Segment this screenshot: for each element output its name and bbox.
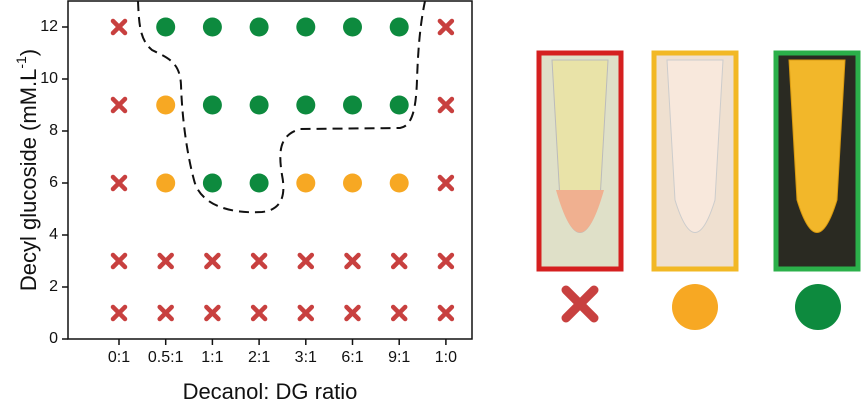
- y-tick-label: 10: [40, 70, 58, 87]
- circle-point: [343, 17, 362, 37]
- cross-point: [110, 174, 128, 192]
- circle-point: [296, 95, 316, 115]
- tube: [788, 59, 846, 233]
- x-tick-label: 0.5:1: [148, 349, 184, 366]
- cross-point: [110, 96, 128, 114]
- cross-point: [250, 252, 268, 270]
- cross-point: [297, 304, 315, 322]
- cross-point: [390, 252, 408, 270]
- cross-point: [437, 174, 455, 192]
- cross-point: [437, 304, 455, 322]
- circle-point: [156, 17, 176, 37]
- plot-frame: [67, 0, 473, 340]
- circle-point: [343, 173, 362, 193]
- y-tick-label: 0: [49, 330, 58, 347]
- cross-point: [157, 252, 174, 270]
- x-tick-label: 1:0: [435, 349, 457, 366]
- cross-point: [204, 304, 221, 322]
- cross-point: [297, 252, 315, 270]
- y-axis-label: Decyl glucoside (mM.L-1): [13, 49, 41, 291]
- cross-point: [110, 18, 128, 36]
- circle-point: [389, 17, 409, 37]
- tube-sediment: [556, 190, 604, 233]
- y-tick-label: 2: [49, 278, 58, 295]
- x-tick-label: 2:1: [248, 349, 270, 366]
- legend-orange-circle: [672, 284, 718, 330]
- cross-point: [437, 96, 455, 114]
- tube: [666, 59, 724, 233]
- circle-point: [249, 17, 269, 37]
- y-tick-label: 6: [49, 174, 58, 191]
- circle-point: [389, 95, 409, 115]
- x-tick-label: 0:1: [108, 349, 130, 366]
- circle-point: [202, 95, 222, 115]
- x-axis-label: Decanol: DG ratio: [183, 379, 358, 404]
- y-axis-label-sup: -1: [13, 56, 29, 69]
- cross-point: [204, 252, 221, 270]
- y-tick-label: 4: [49, 226, 58, 243]
- cross-point: [437, 252, 455, 270]
- x-tick-label: 1:1: [201, 349, 223, 366]
- circle-point: [389, 173, 409, 193]
- legend-green-circle: [795, 284, 841, 330]
- y-axis-label-main: Decyl glucoside (mM.L: [16, 69, 41, 292]
- y-axis-label-end: ): [16, 49, 41, 56]
- cross-point: [250, 304, 268, 322]
- cross-point: [344, 304, 361, 322]
- legend-cross: [561, 285, 599, 323]
- circle-point: [202, 17, 222, 37]
- circle-point: [249, 173, 269, 193]
- cross-point: [110, 304, 128, 322]
- y-tick-label: 12: [40, 18, 58, 35]
- circle-point: [296, 173, 316, 193]
- circle-point: [296, 17, 316, 37]
- cross-point: [390, 304, 408, 322]
- boundary-line: [137, 0, 426, 214]
- circle-point: [156, 173, 176, 193]
- cross-point: [344, 252, 361, 270]
- y-tick-label: 8: [49, 122, 58, 139]
- circle-point: [202, 173, 222, 193]
- cross-point: [110, 252, 128, 270]
- x-tick-label: 3:1: [295, 349, 317, 366]
- cross-point: [437, 18, 455, 36]
- circle-point: [343, 95, 362, 115]
- circle-point: [249, 95, 269, 115]
- x-tick-label: 6:1: [341, 349, 363, 366]
- legend-photos: [536, 50, 861, 330]
- x-tick-label: 9:1: [388, 349, 410, 366]
- circle-point: [156, 95, 176, 115]
- cross-point: [157, 304, 174, 322]
